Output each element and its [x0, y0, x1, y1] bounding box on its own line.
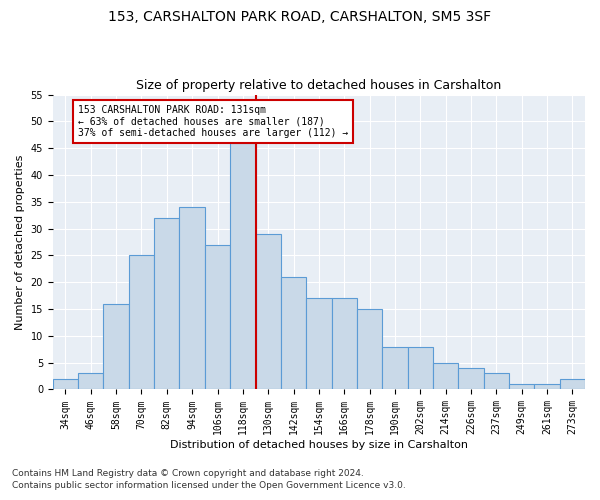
Bar [205, 244, 230, 390]
Bar [53, 378, 78, 390]
Bar [281, 277, 306, 390]
Bar [433, 362, 458, 390]
Bar [382, 346, 407, 390]
Bar [458, 368, 484, 390]
Bar [256, 234, 281, 390]
Title: Size of property relative to detached houses in Carshalton: Size of property relative to detached ho… [136, 79, 502, 92]
Bar [407, 346, 433, 390]
X-axis label: Distribution of detached houses by size in Carshalton: Distribution of detached houses by size … [170, 440, 468, 450]
Bar [78, 374, 103, 390]
Bar [560, 378, 585, 390]
Bar [535, 384, 560, 390]
Bar [230, 143, 256, 390]
Y-axis label: Number of detached properties: Number of detached properties [15, 154, 25, 330]
Text: 153 CARSHALTON PARK ROAD: 131sqm
← 63% of detached houses are smaller (187)
37% : 153 CARSHALTON PARK ROAD: 131sqm ← 63% o… [78, 106, 349, 138]
Text: 153, CARSHALTON PARK ROAD, CARSHALTON, SM5 3SF: 153, CARSHALTON PARK ROAD, CARSHALTON, S… [109, 10, 491, 24]
Bar [357, 309, 382, 390]
Bar [129, 256, 154, 390]
Bar [484, 374, 509, 390]
Bar [179, 207, 205, 390]
Bar [332, 298, 357, 390]
Bar [306, 298, 332, 390]
Text: Contains HM Land Registry data © Crown copyright and database right 2024.
Contai: Contains HM Land Registry data © Crown c… [12, 469, 406, 490]
Bar [154, 218, 179, 390]
Bar [103, 304, 129, 390]
Bar [509, 384, 535, 390]
